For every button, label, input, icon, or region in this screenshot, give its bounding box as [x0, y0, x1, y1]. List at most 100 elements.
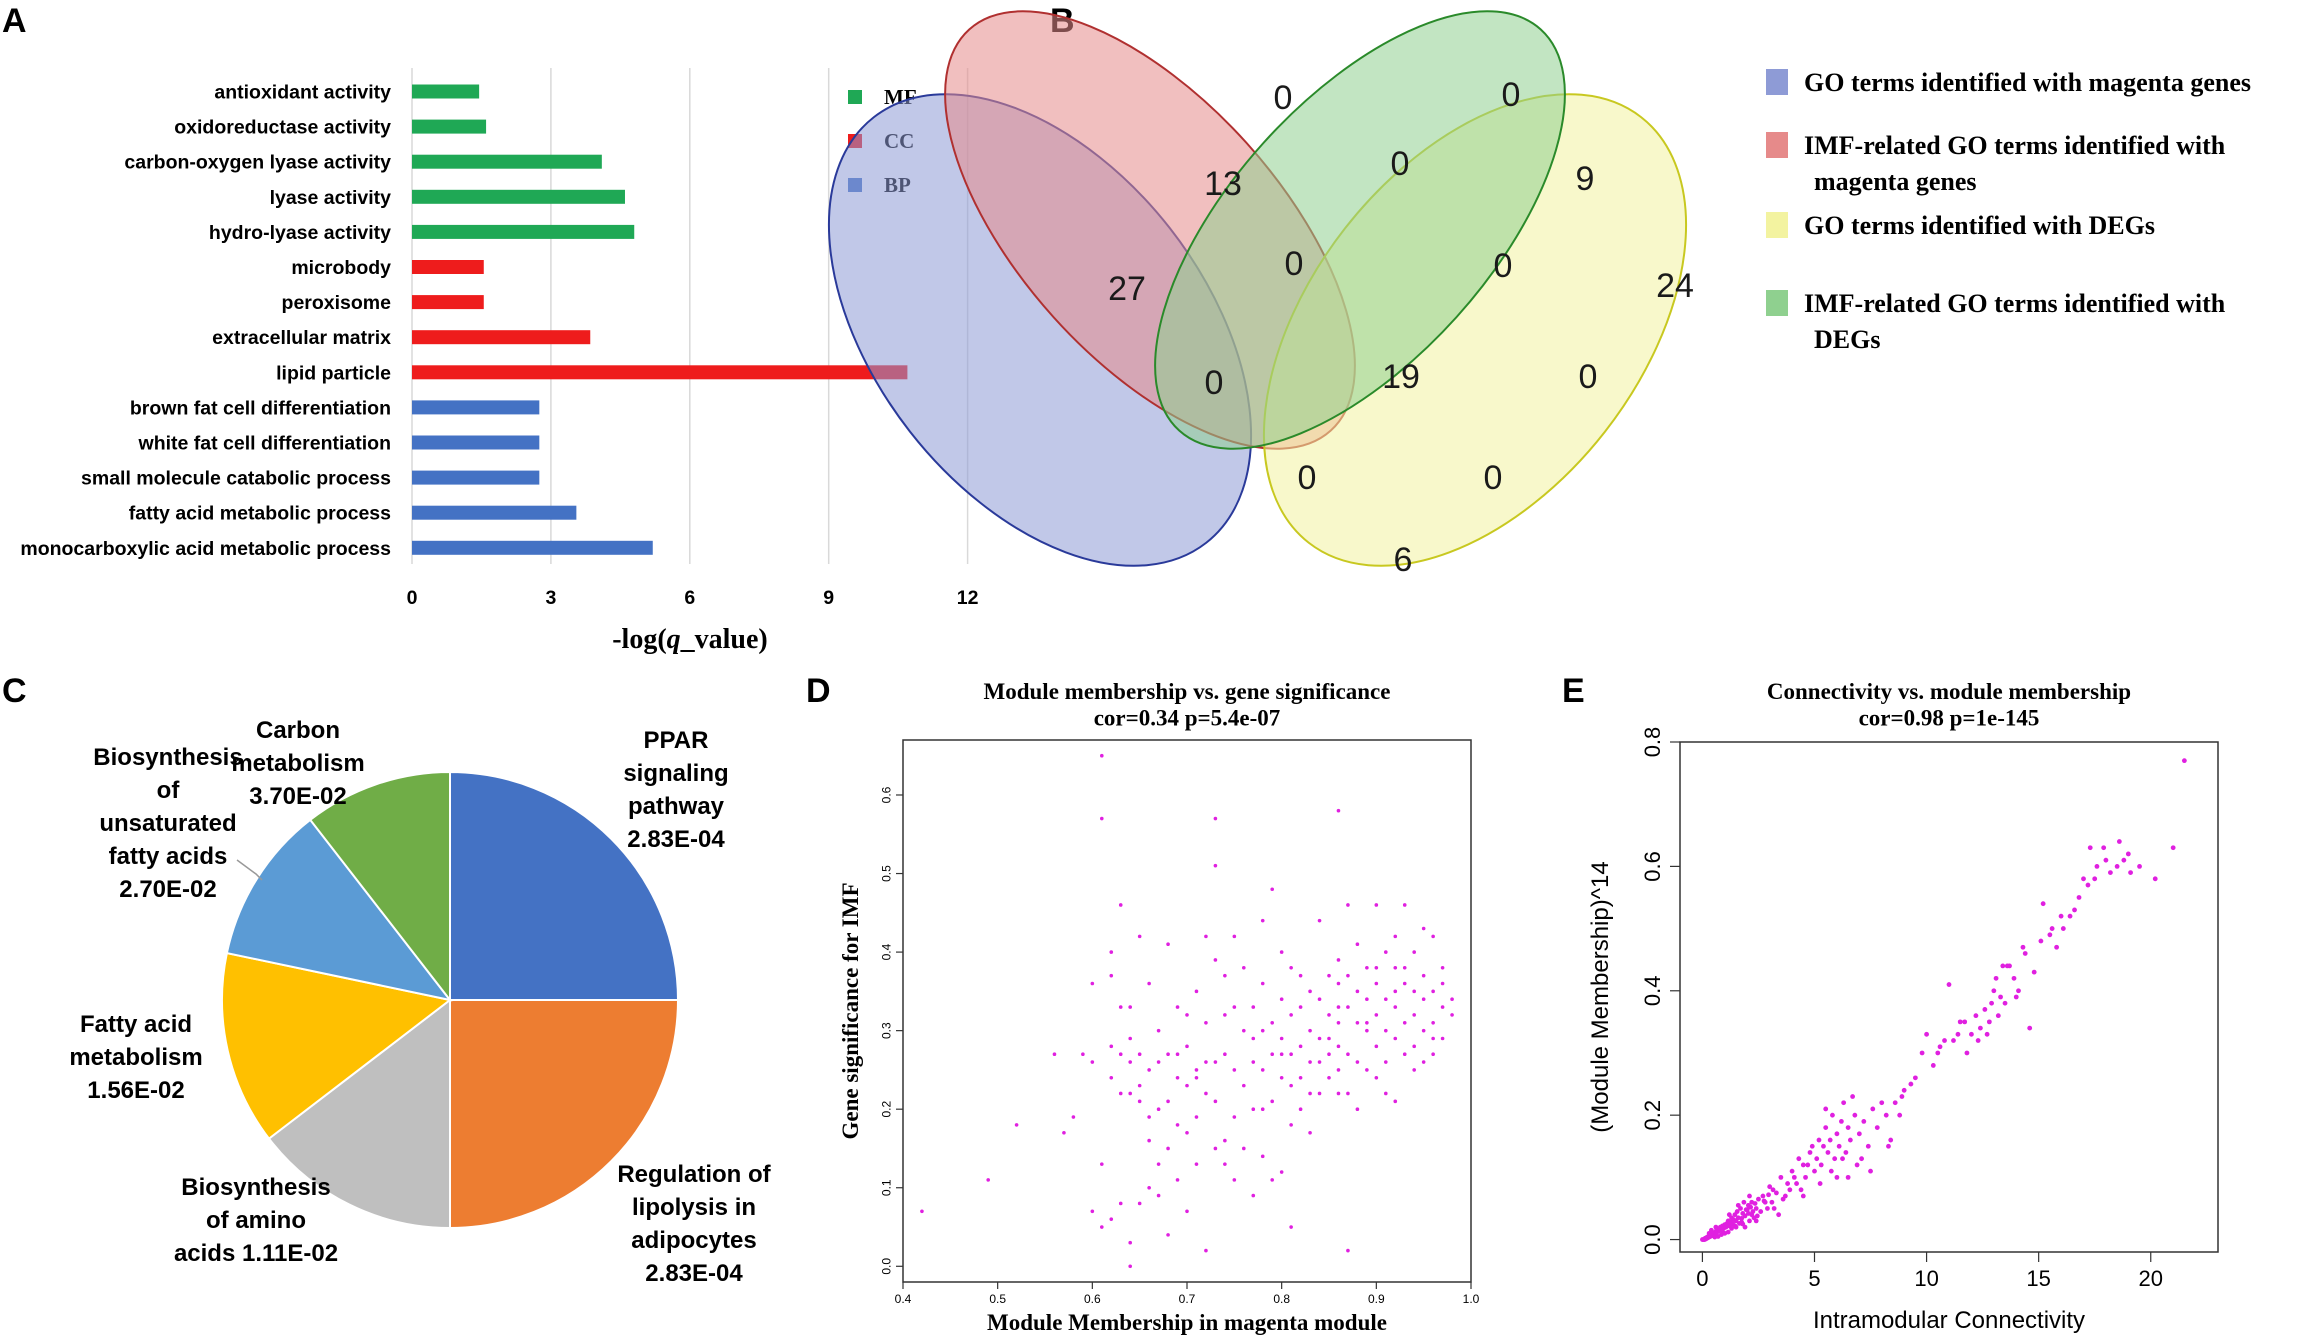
panel-label-c: C	[2, 672, 27, 710]
data-point	[1747, 1218, 1752, 1224]
pie-slice-label: metabolism	[69, 1044, 202, 1071]
data-point	[2054, 944, 2060, 950]
data-point	[1100, 816, 1104, 821]
data-point	[2067, 913, 2073, 919]
x-tick-label: 0.4	[895, 1292, 912, 1306]
data-point	[1204, 1020, 1208, 1025]
data-point	[1242, 1028, 1246, 1033]
bar	[412, 189, 625, 204]
data-point	[2103, 857, 2109, 863]
legend-swatch	[1766, 290, 1788, 316]
data-point	[1156, 1107, 1161, 1111]
data-point	[1859, 1156, 1864, 1162]
y-tick-label: 0.8	[1640, 727, 1665, 758]
y-tick-label: 0.2	[880, 1101, 894, 1118]
data-point	[1899, 1094, 1905, 1099]
data-point	[1185, 1083, 1189, 1088]
data-point	[1991, 988, 1997, 994]
legend-label: IMF-related GO terms identified with	[1804, 289, 2226, 318]
data-point	[1993, 975, 1999, 981]
venn-count: 0	[1205, 364, 1224, 402]
data-point	[1955, 1031, 1961, 1037]
data-point	[1100, 753, 1104, 758]
x-tick-label: 1.0	[1463, 1292, 1480, 1306]
data-point	[1251, 1060, 1256, 1064]
data-point	[1431, 1052, 1435, 1057]
data-point	[1748, 1204, 1754, 1210]
data-point	[1166, 1233, 1170, 1237]
data-point	[1128, 1036, 1132, 1041]
data-point	[2038, 938, 2044, 944]
legend-label: magenta genes	[1814, 167, 1976, 196]
data-point	[1402, 903, 1407, 907]
data-point	[1223, 973, 1227, 978]
data-point	[2000, 963, 2006, 969]
data-point	[1308, 1091, 1312, 1096]
category-label: white fat cell differentiation	[138, 433, 391, 455]
data-point	[1402, 965, 1407, 970]
category-label: microbody	[291, 257, 391, 279]
data-point	[1384, 1028, 1388, 1033]
data-point	[1843, 1150, 1849, 1155]
y-tick-label: 0.0	[1640, 1224, 1665, 1255]
chart-title: Connectivity vs. module membership	[1767, 679, 2131, 704]
data-point	[1964, 1050, 1970, 1056]
data-point	[1847, 1137, 1853, 1143]
data-point	[2002, 1000, 2008, 1006]
panel-d-scatter: Module membership vs. gene significancec…	[838, 679, 1480, 1335]
data-point	[1270, 1020, 1274, 1025]
data-point	[2027, 1025, 2033, 1031]
chart-subtitle: cor=0.98 p=1e-145	[1859, 705, 2040, 730]
data-point	[1298, 1005, 1303, 1009]
data-point	[1712, 1234, 1718, 1240]
data-point	[1147, 1068, 1151, 1072]
y-tick-label: 0.2	[1640, 1100, 1665, 1131]
data-point	[1791, 1174, 1797, 1180]
bar	[412, 540, 653, 555]
data-point	[1789, 1168, 1795, 1174]
data-point	[1355, 1060, 1360, 1064]
data-point	[1719, 1232, 1724, 1237]
data-point	[1393, 965, 1398, 970]
plot-frame	[902, 739, 1472, 1283]
data-point	[1336, 958, 1341, 962]
data-point	[1109, 973, 1114, 978]
data-point	[1823, 1106, 1829, 1112]
data-point	[1832, 1156, 1838, 1162]
chart-title: Module membership vs. gene significance	[984, 679, 1391, 704]
data-point	[1817, 1181, 1823, 1186]
data-point	[1816, 1137, 1822, 1143]
data-point	[1317, 918, 1322, 923]
y-tick-label: 0.3	[880, 1022, 894, 1039]
data-point	[2101, 845, 2107, 851]
x-axis-label: Module Membership in magenta module	[987, 1310, 1387, 1335]
data-point	[1118, 903, 1123, 907]
data-point	[1014, 1123, 1019, 1127]
panel-label-d: D	[806, 672, 831, 710]
data-point	[1251, 1036, 1256, 1041]
category-label: fatty acid metabolic process	[129, 503, 391, 525]
data-point	[1118, 1052, 1123, 1057]
data-point	[1861, 1118, 1867, 1124]
data-point	[1175, 1005, 1180, 1009]
x-axis-label-prefix: -log(	[612, 624, 666, 655]
bar	[412, 330, 591, 345]
data-point	[1735, 1202, 1741, 1208]
data-point	[1886, 1143, 1891, 1149]
data-point	[1713, 1224, 1719, 1230]
data-point	[1336, 1044, 1341, 1049]
data-point	[1756, 1196, 1761, 1202]
data-point	[1166, 1052, 1170, 1057]
bar	[412, 84, 480, 99]
data-point	[1845, 1174, 1851, 1180]
data-point	[1213, 958, 1218, 962]
data-point	[2060, 926, 2066, 931]
data-point	[1137, 1083, 1142, 1088]
plot-frame	[1679, 741, 2219, 1253]
bar	[412, 400, 540, 415]
data-point	[1232, 1115, 1237, 1119]
chart-subtitle: cor=0.34 p=5.4e-07	[1094, 705, 1281, 730]
data-point	[1317, 1060, 1322, 1064]
data-point	[1327, 1013, 1331, 1017]
data-point	[1147, 981, 1151, 986]
